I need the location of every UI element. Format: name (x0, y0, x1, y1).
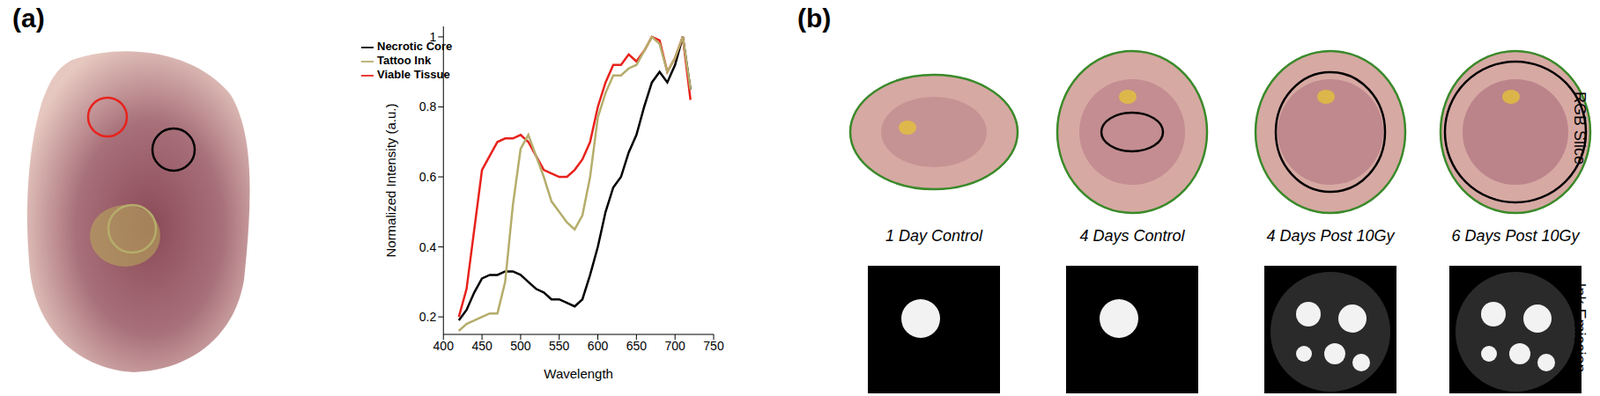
svg-text:500: 500 (510, 339, 532, 354)
svg-text:0.8: 0.8 (419, 99, 438, 114)
svg-text:Wavelength: Wavelength (543, 366, 614, 382)
svg-text:450: 450 (471, 339, 493, 354)
svg-text:1: 1 (429, 29, 437, 45)
svg-text:750: 750 (703, 339, 725, 354)
svg-text:400: 400 (433, 339, 455, 354)
svg-text:0.6: 0.6 (419, 170, 438, 185)
svg-text:0.2: 0.2 (419, 310, 438, 325)
svg-text:0.4: 0.4 (419, 240, 438, 255)
svg-text:650: 650 (626, 339, 648, 354)
svg-text:Normalized Intensity (a.u.): Normalized Intensity (a.u.) (383, 103, 399, 258)
svg-text:600: 600 (587, 339, 609, 354)
svg-text:700: 700 (664, 339, 686, 354)
svg-text:550: 550 (548, 339, 571, 354)
